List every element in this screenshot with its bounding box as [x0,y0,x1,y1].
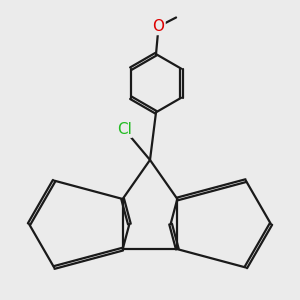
Text: O: O [152,19,164,34]
Text: Cl: Cl [117,122,132,137]
